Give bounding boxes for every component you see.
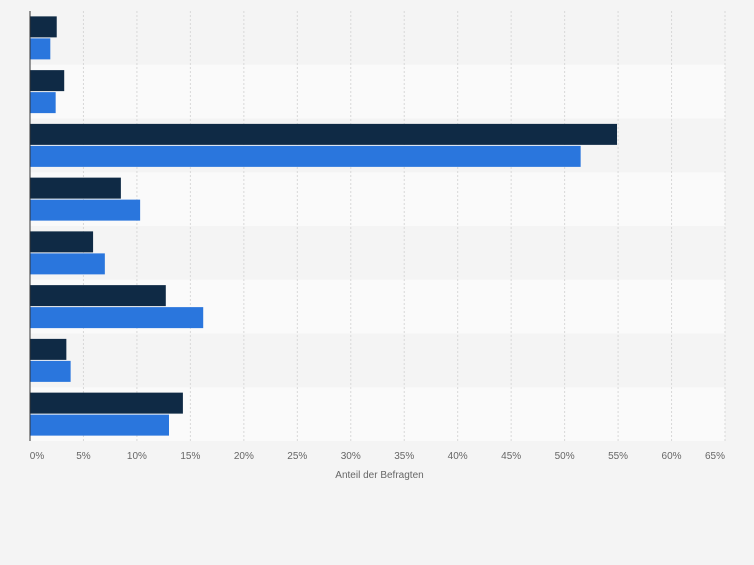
row-band [30,226,725,280]
x-tick-label: 20% [234,451,254,462]
bar-series-2-row-5[interactable] [30,253,105,275]
bar-series-2-row-1[interactable] [30,38,51,60]
bar-series-1-row-2[interactable] [30,70,65,92]
x-tick-label: 5% [76,451,91,462]
row-bands [30,11,725,441]
bar-series-1-row-4[interactable] [30,177,121,199]
bar-series-2-row-7[interactable] [30,360,71,382]
row-band [30,64,725,119]
row-band [30,333,725,388]
row-band [30,11,725,65]
bar-series-1-row-8[interactable] [30,392,183,414]
bars [30,16,618,436]
x-tick-label: 45% [501,451,521,462]
bar-series-2-row-8[interactable] [30,414,169,436]
x-tick-label: 60% [662,451,682,462]
x-tick-label: 55% [608,451,628,462]
bar-series-1-row-6[interactable] [30,285,166,307]
bar-series-1-row-7[interactable] [30,338,67,360]
row-band [30,172,725,226]
bar-series-2-row-6[interactable] [30,307,204,329]
x-axis-label: Anteil der Befragten [335,470,423,481]
bar-series-1-row-1[interactable] [30,16,57,38]
x-tick-label: 0% [30,451,45,462]
x-tick-label: 40% [448,451,468,462]
bar-series-1-row-5[interactable] [30,231,94,253]
x-tick-label: 15% [180,451,200,462]
x-tick-label: 65% [705,451,725,462]
bar-series-1-row-3[interactable] [30,123,618,145]
bar-series-2-row-4[interactable] [30,199,141,221]
x-tick-label: 35% [394,451,414,462]
x-tick-label: 50% [555,451,575,462]
x-tick-labels: 0% 5% 10% 15% 20% 25% 30% 35% 40% 45% 50% 55% 60% 65% [30,451,725,462]
x-tick-label: 30% [341,451,361,462]
x-tick-label: 10% [127,451,147,462]
bar-series-2-row-2[interactable] [30,92,56,114]
bar-series-2-row-3[interactable] [30,145,581,167]
x-tick-label: 25% [287,451,307,462]
